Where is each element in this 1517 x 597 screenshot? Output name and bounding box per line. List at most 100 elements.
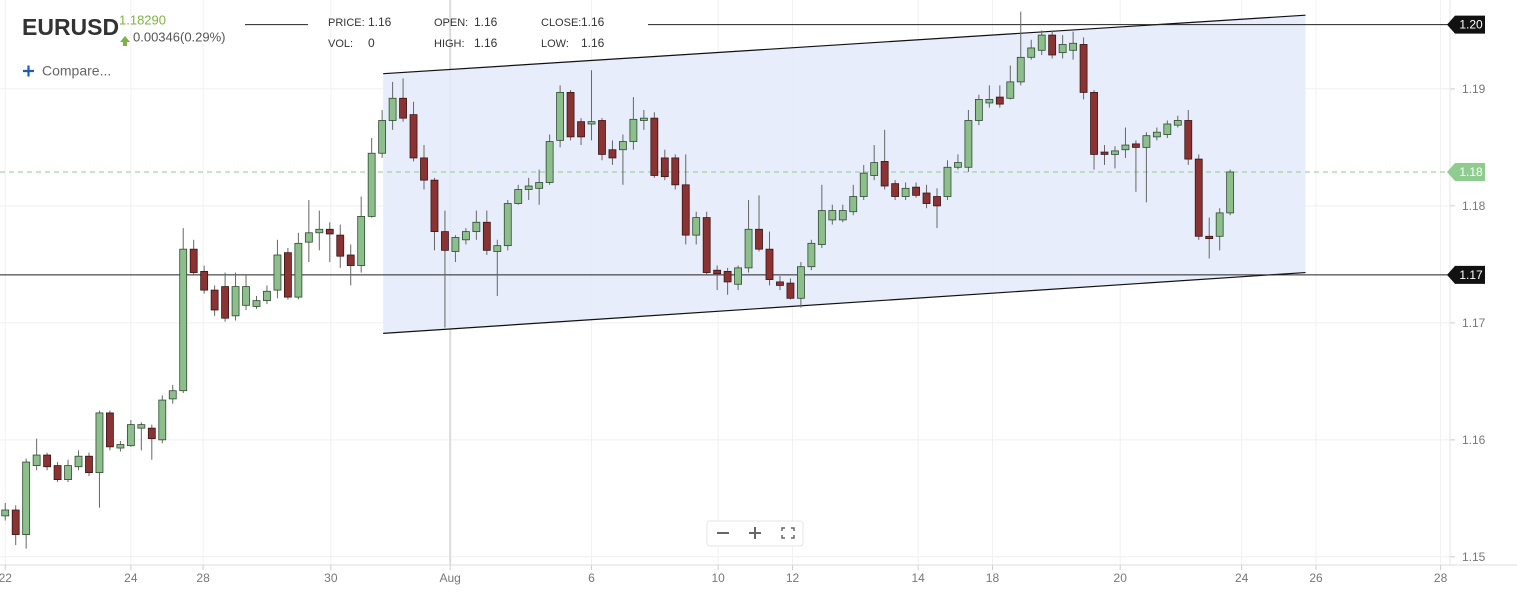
candle (1037, 30, 1046, 55)
candle-body (273, 254, 282, 291)
candle (1090, 90, 1098, 170)
candle (1205, 217, 1214, 259)
candle (577, 118, 585, 146)
candle-body (252, 300, 261, 307)
candle (137, 422, 146, 451)
candle (357, 196, 366, 273)
candle (702, 211, 711, 275)
stat-label: PRICE: (328, 17, 365, 29)
candle (388, 81, 397, 130)
candle (797, 262, 805, 308)
candle-body (650, 117, 659, 176)
candle-body (221, 286, 229, 319)
candle (22, 458, 31, 549)
candle-body (1090, 92, 1098, 155)
zoom-controls (706, 520, 804, 547)
candle (807, 239, 816, 271)
candle (1079, 37, 1088, 100)
candle (252, 295, 261, 309)
candle-body (619, 141, 627, 151)
y-tick-label: 1.17 (1462, 316, 1486, 330)
candle-body (242, 286, 250, 306)
candle (943, 160, 952, 201)
candle-body (943, 166, 952, 197)
candle-body (891, 183, 900, 197)
candle-body (388, 97, 397, 121)
candle (891, 180, 900, 201)
candle-body (304, 232, 313, 243)
candle (901, 182, 910, 201)
fullscreen[interactable] (781, 527, 795, 539)
candle (1069, 31, 1078, 60)
candle-body (85, 455, 93, 473)
candle-body (189, 248, 198, 273)
candle-body (713, 269, 722, 275)
candle (880, 129, 889, 190)
candle (817, 184, 826, 248)
zoom-in[interactable] (749, 527, 761, 539)
candle-body (964, 120, 973, 168)
stat-label: OPEN: (434, 17, 468, 29)
x-tick-label: 6 (588, 571, 595, 585)
candle-body (315, 228, 324, 234)
candle-body (357, 216, 366, 266)
channel-line (383, 271, 1306, 334)
candle-body (126, 424, 135, 447)
candle (671, 154, 680, 190)
candle (1142, 132, 1151, 203)
x-tick-label: 24 (124, 571, 138, 585)
stat-label: LOW: (541, 38, 569, 50)
candle (221, 272, 229, 322)
candle-body (451, 237, 460, 252)
candle-body (556, 92, 565, 141)
candle (1173, 115, 1182, 128)
candle-body (797, 266, 805, 299)
candle-body (346, 254, 355, 266)
candle (912, 182, 920, 198)
compare-button[interactable]: Compare... (23, 63, 111, 79)
x-tick-label: 30 (324, 571, 338, 585)
candle (304, 200, 313, 263)
candle-body (200, 270, 209, 291)
candle (126, 419, 135, 447)
channel-area (383, 15, 1306, 334)
compare-label: Compare... (42, 63, 111, 79)
candle (325, 222, 334, 263)
candle-body (367, 152, 376, 217)
candle-body (430, 179, 439, 233)
candle-body (1205, 235, 1214, 240)
candle-body (210, 289, 219, 311)
candle-body (1, 509, 10, 517)
candle (32, 438, 41, 471)
candle (472, 210, 481, 240)
candle-body (325, 228, 334, 235)
candle (367, 138, 376, 218)
candle-body (158, 399, 167, 441)
candle-body (995, 96, 1004, 105)
candle-body (765, 248, 774, 280)
candle (85, 452, 93, 477)
candle-body (838, 210, 847, 221)
candle (535, 169, 544, 205)
candle-body (702, 217, 711, 273)
candle (1111, 146, 1119, 169)
candle (995, 85, 1004, 108)
candle (95, 410, 104, 508)
candle (1058, 35, 1067, 59)
candle (378, 109, 387, 158)
candle (985, 85, 994, 108)
candle (284, 247, 292, 300)
candle (713, 265, 722, 291)
candle (461, 228, 470, 245)
candle-body (1163, 123, 1172, 135)
candle (734, 265, 742, 291)
candle (399, 78, 407, 122)
candle-body (284, 252, 292, 298)
level-label: 1.17 (1459, 268, 1483, 282)
candle (189, 239, 198, 275)
candle-body (147, 427, 156, 440)
candle-body (1194, 158, 1203, 237)
y-tick-label: 1.15 (1462, 550, 1486, 564)
candle-body (1132, 143, 1140, 148)
stat-value: 0 (368, 36, 375, 50)
